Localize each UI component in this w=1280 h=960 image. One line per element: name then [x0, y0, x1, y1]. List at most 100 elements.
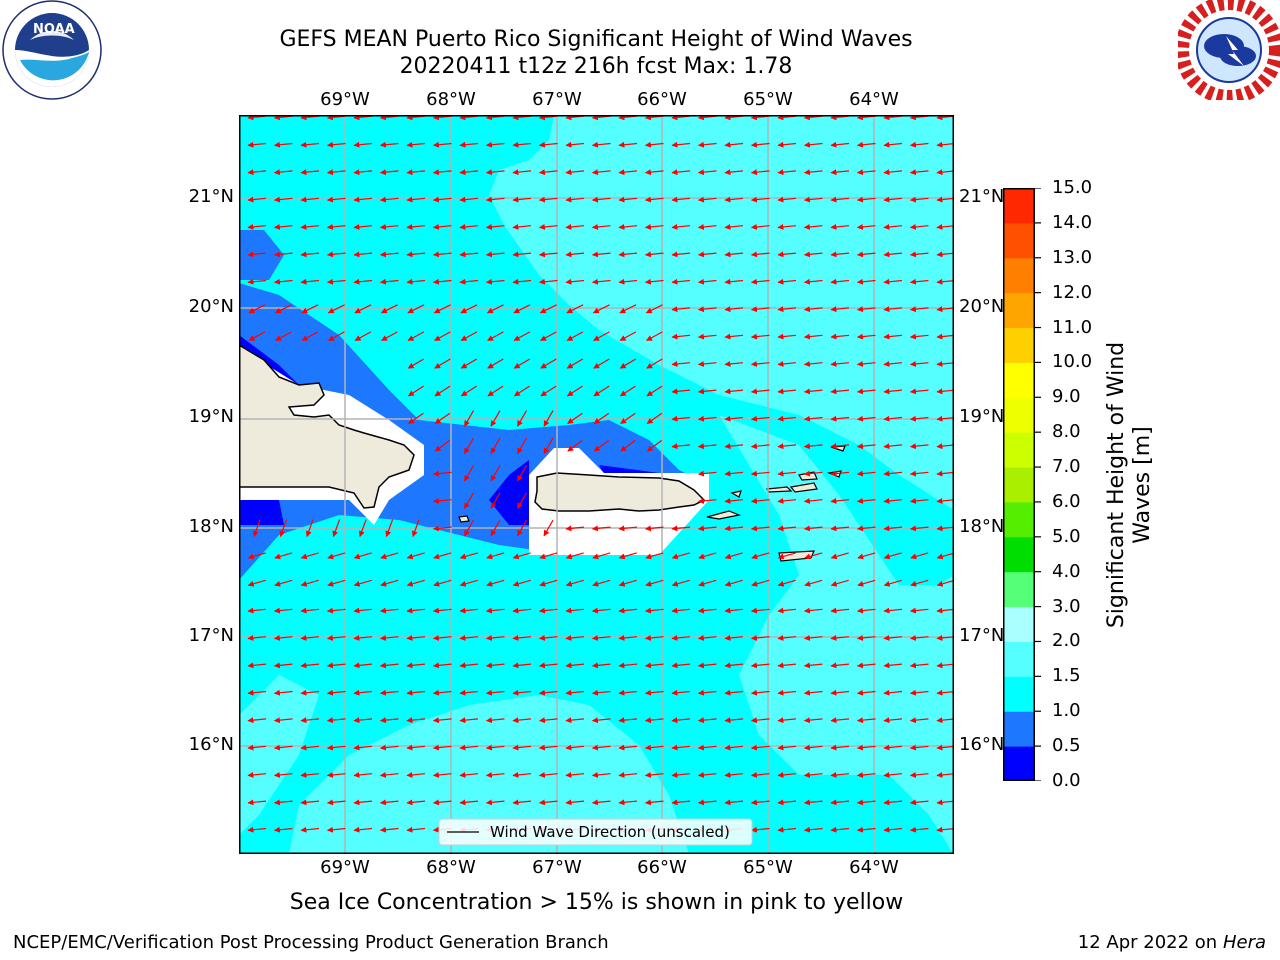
wave-arrow — [379, 251, 399, 258]
wave-arrow — [671, 717, 691, 724]
wave-arrow — [671, 360, 691, 367]
wave-arrow — [485, 169, 505, 176]
wave-arrow — [883, 689, 903, 696]
wave-arrow — [274, 304, 292, 314]
wave-arrow — [512, 552, 531, 560]
wave-arrow — [485, 771, 505, 778]
wave-arrow — [724, 689, 744, 696]
wave-arrow — [565, 607, 585, 614]
wave-arrow — [273, 196, 293, 203]
wave-arrow — [724, 607, 744, 614]
colorbar-tick-label: 12.0 — [1052, 281, 1093, 303]
noaa-logo-text: NOAA — [33, 22, 75, 37]
wave-arrow — [645, 304, 663, 314]
wave-arrow — [592, 304, 610, 314]
vieques-land — [706, 510, 742, 520]
st-john-land — [789, 482, 818, 493]
wave-arrow — [565, 196, 585, 203]
wave-arrow — [326, 196, 346, 203]
colorbar-segment — [1003, 676, 1035, 712]
wave-arrow — [645, 579, 664, 587]
wave-arrow — [463, 465, 475, 482]
wave-arrow — [380, 552, 399, 560]
wave-arrow — [698, 579, 717, 587]
wave-height-map: Wind Wave Direction (unscaled) — [239, 115, 954, 854]
wave-arrow — [777, 826, 797, 833]
wave-arrow — [936, 744, 954, 751]
wave-arrow — [591, 689, 611, 696]
wave-arrow — [803, 799, 823, 806]
wave-arrow — [300, 169, 320, 176]
wave-arrow — [883, 826, 903, 833]
wave-arrow — [565, 278, 585, 285]
wave-arrow — [803, 223, 823, 230]
wave-arrow — [591, 607, 611, 614]
wave-arrow — [300, 771, 320, 778]
wave-arrow — [406, 278, 426, 285]
wave-arrow — [618, 223, 638, 230]
wave-arrow — [697, 717, 717, 724]
wave-arrow — [567, 412, 583, 424]
wave-arrow — [724, 196, 744, 203]
nws-logo-icon — [1175, 0, 1280, 104]
wave-arrow — [803, 196, 823, 203]
wave-arrow — [830, 415, 850, 422]
wave-arrow — [301, 331, 319, 342]
wave-arrow — [540, 358, 557, 369]
wave-arrow — [671, 525, 691, 532]
wave-arrow — [591, 278, 611, 285]
wave-arrow — [671, 306, 691, 313]
lat-label-right-21n: 21°N — [959, 186, 1005, 207]
lat-label-right-16n: 16°N — [959, 734, 1005, 755]
wave-arrow — [830, 169, 850, 176]
wave-arrow — [697, 607, 717, 614]
colorbar-tick-label: 3.0 — [1052, 595, 1081, 617]
wave-arrow — [618, 169, 638, 176]
wave-arrow — [538, 141, 558, 148]
lon-label-top-66w: 66°W — [637, 89, 687, 110]
footer-host: Hera — [1222, 932, 1266, 953]
wave-arrow — [432, 662, 452, 669]
wave-arrow — [750, 360, 770, 367]
wave-arrow — [247, 169, 267, 176]
wave-arrow — [750, 415, 770, 422]
wave-arrow — [618, 278, 638, 285]
wave-arrow — [459, 223, 479, 230]
wave-arrow — [618, 196, 638, 203]
wave-arrow — [750, 826, 770, 833]
wave-arrow — [326, 826, 346, 833]
wave-arrow — [856, 360, 876, 367]
wave-arrow — [697, 470, 717, 477]
wave-arrow — [936, 525, 954, 532]
wave-arrow — [909, 744, 929, 751]
wave-arrow — [618, 744, 638, 751]
wave-arrow — [856, 497, 876, 504]
wave-arrow — [512, 579, 531, 587]
wave-arrow — [803, 278, 823, 285]
wave-arrow — [406, 141, 426, 148]
chart-title: GEFS MEAN Puerto Rico Significant Height… — [279, 27, 913, 52]
wave-arrow — [883, 470, 903, 477]
colorbar-segment — [1003, 501, 1035, 538]
wave-arrow — [353, 223, 373, 230]
wave-arrow — [803, 415, 823, 422]
wave-arrow — [724, 333, 744, 340]
wave-arrow — [883, 799, 903, 806]
colorbar-tick-label: 0.5 — [1052, 735, 1081, 757]
hispaniola-land — [239, 344, 415, 509]
wave-arrow — [434, 331, 451, 342]
wave-arrow — [697, 388, 717, 395]
wave-arrow — [326, 689, 346, 696]
wave-arrow — [539, 579, 558, 587]
wave-arrow — [432, 689, 452, 696]
wave-arrow — [300, 744, 320, 751]
wave-arrow — [566, 304, 584, 314]
wave-arrow — [856, 278, 876, 285]
colorbar-tick-label: 10.0 — [1052, 351, 1093, 373]
wave-arrow — [487, 385, 504, 397]
wave-arrow — [750, 607, 770, 614]
wave-arrow — [593, 385, 610, 397]
wave-arrow — [697, 251, 717, 258]
wave-arrow — [565, 223, 585, 230]
wave-arrow — [486, 579, 505, 587]
